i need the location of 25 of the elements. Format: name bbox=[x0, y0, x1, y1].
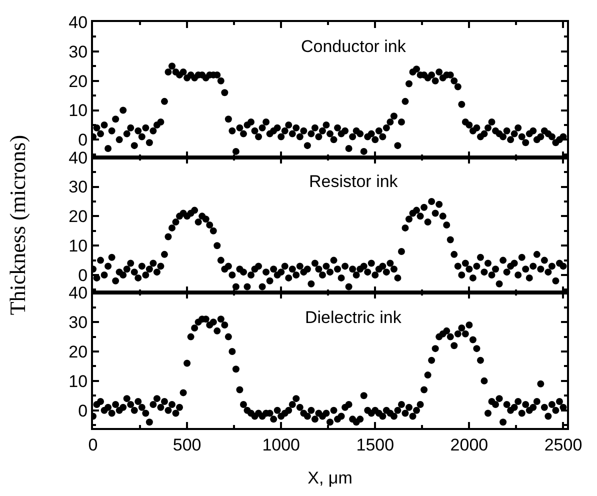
y-tick-label: 40 bbox=[68, 12, 88, 32]
y-tick-label: 0 bbox=[78, 130, 88, 150]
y-tick-label: 20 bbox=[68, 342, 88, 362]
x-tick-label: 2000 bbox=[450, 435, 488, 454]
x-axis-title: X, μm bbox=[308, 468, 352, 488]
x-tick-label: 1500 bbox=[356, 435, 394, 454]
y-tick-label: 20 bbox=[68, 72, 88, 91]
y-tick-label: 40 bbox=[68, 284, 88, 303]
x-tick-label: 2500 bbox=[544, 435, 582, 454]
x-tick-label: 500 bbox=[172, 435, 202, 454]
y-tick-label: 10 bbox=[68, 372, 88, 391]
y-tick-label: 10 bbox=[68, 236, 88, 256]
y-tick-label: 30 bbox=[68, 42, 88, 62]
text: Dielectric ink bbox=[305, 308, 402, 327]
text: Conductor ink bbox=[301, 37, 406, 56]
y-tick-label: 30 bbox=[68, 178, 88, 197]
y-tick-label: 0 bbox=[78, 401, 88, 420]
y-tick-label: 0 bbox=[78, 266, 88, 285]
x-tick-label: 1000 bbox=[262, 435, 300, 454]
y-tick-label: 30 bbox=[68, 313, 88, 332]
text: Resistor ink bbox=[309, 172, 398, 191]
y-tick-label: 40 bbox=[68, 148, 88, 168]
y-tick-label: 10 bbox=[68, 101, 88, 120]
y-tick-label: 20 bbox=[68, 207, 88, 226]
y-axis-title: Thickness (microns) bbox=[5, 134, 30, 316]
